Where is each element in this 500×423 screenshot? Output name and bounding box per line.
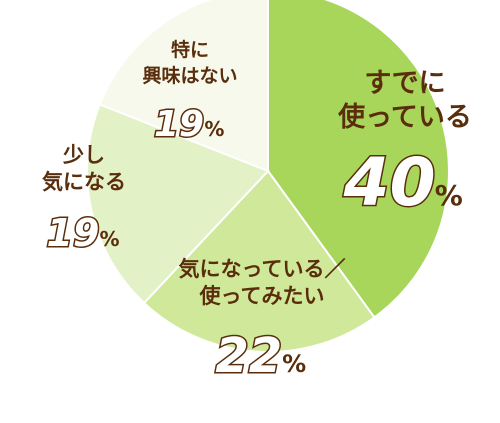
pie-slice-label-group-1: 気になっている／ 使ってみたい 22% [179, 257, 346, 386]
pie-slice-value-3: 19 [154, 104, 204, 145]
pie-slice-unit-1: % [282, 350, 306, 378]
pie-slice-3 [98, 0, 269, 173]
pie-slices [86, 0, 450, 353]
pie-slice-label-0-line-0: すでに [364, 68, 445, 99]
pie-slice-label-1-line-0: 気になっている／ [179, 257, 346, 281]
pie-slice-0 [267, 0, 450, 319]
pie-slice-1 [142, 169, 376, 353]
pie-slice-label-2-line-1: 気になる [42, 170, 126, 194]
pie-slice-value-1: 22 [215, 328, 282, 384]
pie-slice-unit-2: % [100, 227, 120, 251]
pie-slice-unit-0: % [435, 179, 463, 212]
pie-slice-value-2: 19 [47, 211, 100, 255]
pie-slice-label-3-line-0: 特に [171, 39, 209, 61]
pie-slice-label-2-line-0: 少し [62, 143, 105, 167]
pie-slice-value-0: 40 [343, 144, 436, 221]
pie-slice-unit-3: % [204, 117, 224, 141]
pie-slice-label-0-line-1: 使っている [337, 102, 472, 133]
pie-slice-label-1-line-1: 使ってみたい [199, 284, 325, 308]
pie-slice-label-3-line-1: 興味はない [142, 65, 237, 87]
